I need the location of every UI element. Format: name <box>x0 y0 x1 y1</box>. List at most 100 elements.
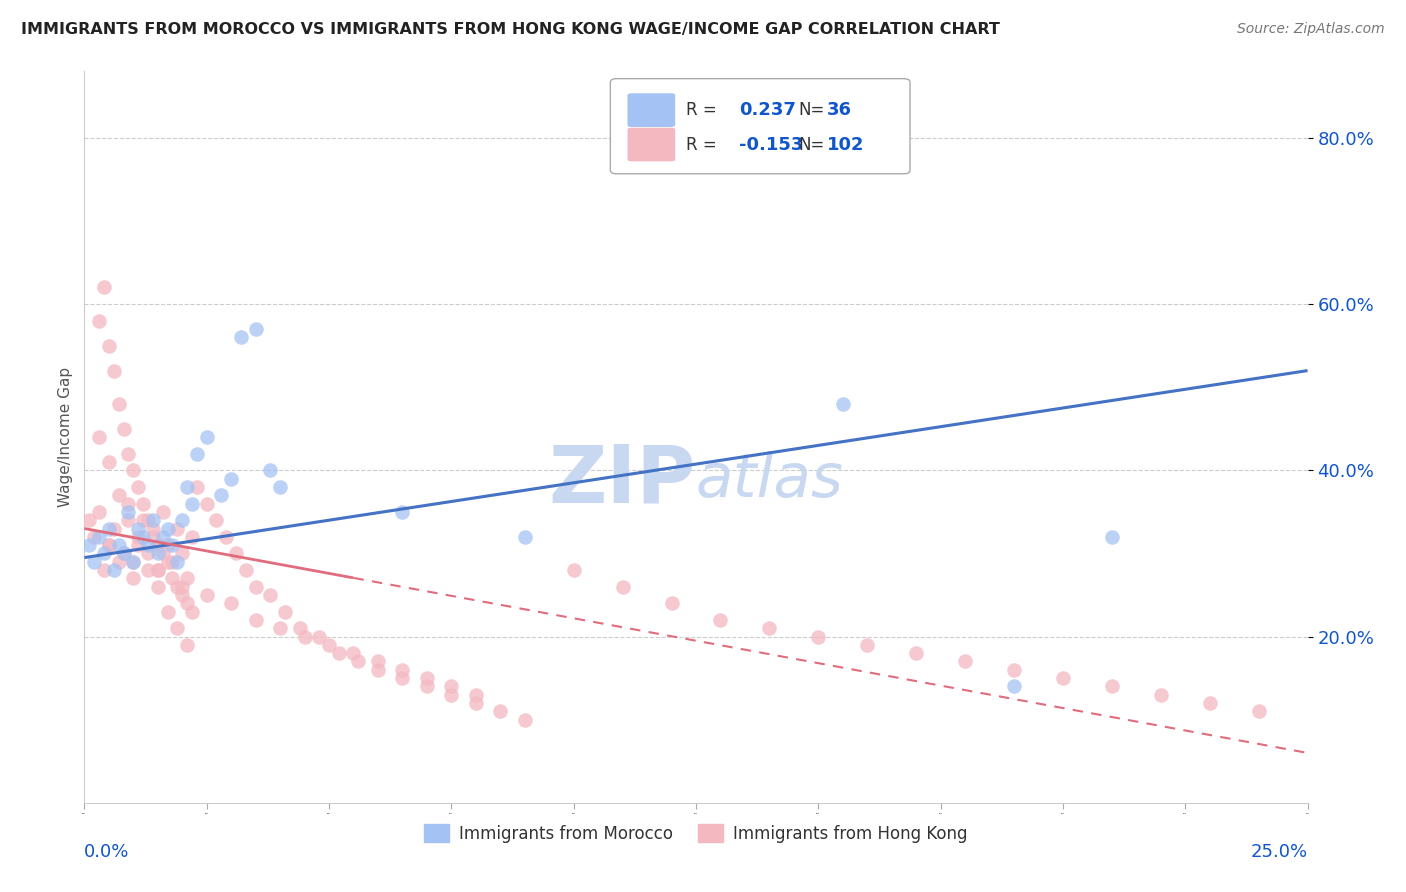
Point <box>117 505 139 519</box>
Point <box>1101 530 1123 544</box>
Point <box>391 505 413 519</box>
Text: Source: ZipAtlas.com: Source: ZipAtlas.com <box>1237 22 1385 37</box>
Point <box>117 513 139 527</box>
Point <box>93 546 115 560</box>
Point <box>288 621 311 635</box>
Point <box>391 663 413 677</box>
Point <box>107 538 129 552</box>
Point <box>142 530 165 544</box>
Text: -0.153: -0.153 <box>738 136 803 153</box>
Point <box>209 488 232 502</box>
Text: 0.0%: 0.0% <box>84 843 129 861</box>
FancyBboxPatch shape <box>627 128 675 161</box>
Y-axis label: Wage/Income Gap: Wage/Income Gap <box>58 367 73 508</box>
Point <box>107 488 129 502</box>
Point <box>391 671 413 685</box>
Point <box>136 513 159 527</box>
Point <box>77 513 100 527</box>
Point <box>166 621 188 635</box>
Text: N=: N= <box>799 101 825 120</box>
Text: 36: 36 <box>827 101 852 120</box>
Point <box>274 605 297 619</box>
Text: R =: R = <box>686 136 723 153</box>
Point <box>132 513 155 527</box>
Point <box>87 430 110 444</box>
Point <box>156 555 179 569</box>
Point <box>259 588 281 602</box>
Point <box>97 521 120 535</box>
Point <box>97 338 120 352</box>
Text: N=: N= <box>799 136 825 153</box>
Point <box>612 580 634 594</box>
Point <box>132 497 155 511</box>
Point <box>122 555 145 569</box>
Point <box>464 696 486 710</box>
Point <box>146 580 169 594</box>
Point <box>97 538 120 552</box>
Point <box>176 638 198 652</box>
Point <box>195 497 218 511</box>
Point <box>127 530 149 544</box>
Point <box>176 480 198 494</box>
Point <box>107 397 129 411</box>
Point <box>93 280 115 294</box>
Point <box>186 480 208 494</box>
Point <box>294 630 316 644</box>
Point <box>1101 680 1123 694</box>
Point <box>87 314 110 328</box>
Point <box>166 555 188 569</box>
Text: 0.237: 0.237 <box>738 101 796 120</box>
Point <box>856 638 879 652</box>
Point <box>176 571 198 585</box>
Point <box>172 580 194 594</box>
Point <box>342 646 364 660</box>
Point <box>127 538 149 552</box>
Point <box>83 555 105 569</box>
Point <box>103 363 125 377</box>
Point <box>245 580 267 594</box>
Point <box>107 555 129 569</box>
Point <box>83 530 105 544</box>
Point <box>181 497 204 511</box>
Text: 25.0%: 25.0% <box>1250 843 1308 861</box>
Point <box>152 546 174 560</box>
Point <box>367 663 389 677</box>
Point <box>308 630 330 644</box>
Point <box>1002 663 1025 677</box>
Point <box>136 563 159 577</box>
Text: R =: R = <box>686 101 723 120</box>
Point <box>229 330 252 344</box>
Point <box>156 538 179 552</box>
Point <box>103 521 125 535</box>
Point <box>181 605 204 619</box>
Point <box>269 480 291 494</box>
Point <box>176 596 198 610</box>
Point <box>856 114 879 128</box>
Text: atlas: atlas <box>696 451 844 510</box>
Point <box>347 655 370 669</box>
FancyBboxPatch shape <box>610 78 910 174</box>
Point <box>245 613 267 627</box>
Point <box>162 538 184 552</box>
Point <box>127 480 149 494</box>
Point <box>464 688 486 702</box>
Point <box>235 563 257 577</box>
Point <box>156 521 179 535</box>
Point <box>162 571 184 585</box>
Point <box>122 571 145 585</box>
Point <box>122 555 145 569</box>
Point <box>186 447 208 461</box>
Point <box>146 563 169 577</box>
Legend: Immigrants from Morocco, Immigrants from Hong Kong: Immigrants from Morocco, Immigrants from… <box>418 817 974 849</box>
Point <box>117 447 139 461</box>
Point <box>328 646 350 660</box>
Text: IMMIGRANTS FROM MOROCCO VS IMMIGRANTS FROM HONG KONG WAGE/INCOME GAP CORRELATION: IMMIGRANTS FROM MOROCCO VS IMMIGRANTS FR… <box>21 22 1000 37</box>
Point <box>661 596 683 610</box>
Point <box>103 563 125 577</box>
Point <box>172 513 194 527</box>
FancyBboxPatch shape <box>627 94 675 127</box>
Point <box>245 322 267 336</box>
Point <box>807 630 830 644</box>
Point <box>152 505 174 519</box>
Point <box>93 563 115 577</box>
